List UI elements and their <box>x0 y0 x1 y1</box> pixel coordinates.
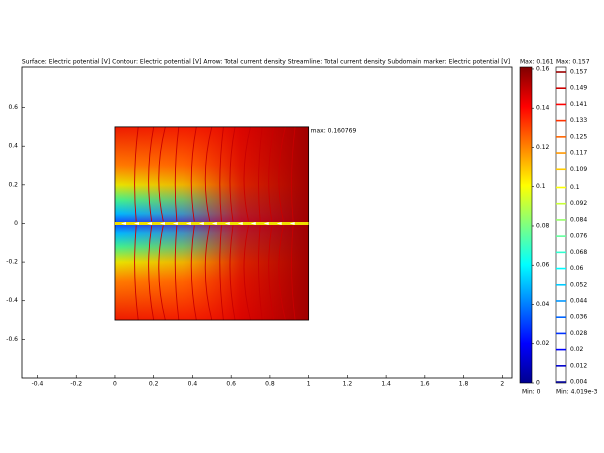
x-tick-label: 0.6 <box>226 381 236 388</box>
contour-level-label: 0.036 <box>570 314 587 321</box>
colorbar-tick-label: 0.14 <box>536 105 550 112</box>
y-tick-label: 0.6 <box>8 104 18 111</box>
contour-line <box>174 126 180 321</box>
contour-line <box>204 126 213 321</box>
arrow <box>224 221 230 225</box>
contour-bar-max: Max: 0.157 <box>556 59 590 66</box>
contour-bar-min: Min: 4.019e-3 <box>556 389 598 396</box>
arrow <box>133 221 139 225</box>
y-tick-label: -0.2 <box>6 259 18 266</box>
chart-title: Surface: Electric potential [V] Contour:… <box>22 59 510 66</box>
x-tick-label: 1.4 <box>381 381 391 388</box>
annotation: max: 0.160769 <box>311 127 357 134</box>
contour-level-label: 0.157 <box>570 69 587 76</box>
colorbar-tick-label: 0.12 <box>536 144 550 151</box>
contour-level-label: 0.084 <box>570 216 587 223</box>
arrow <box>159 221 165 225</box>
arrow <box>263 221 269 225</box>
contour-level-label: 0.141 <box>570 101 587 108</box>
colorbar <box>519 66 533 384</box>
colorbar-tick-label: 0.08 <box>536 222 550 229</box>
contour-line <box>190 126 197 321</box>
colorbar-tick-label: 0.06 <box>536 262 550 269</box>
y-tick-label: 0.2 <box>8 181 18 188</box>
x-tick-label: 0 <box>113 381 117 388</box>
contour-line <box>229 126 236 321</box>
contour-line <box>243 126 251 321</box>
contour-level-label: 0.109 <box>570 166 587 173</box>
contour-level-label: 0.012 <box>570 362 587 369</box>
colorbar-min: Min: 0 <box>522 389 541 396</box>
y-tick-label: -0.4 <box>6 297 18 304</box>
contour-line <box>291 126 296 321</box>
y-tick-label: 0.4 <box>8 143 18 150</box>
plot-frame <box>21 66 513 379</box>
colorbar-tick-label: 0 <box>536 380 540 387</box>
colorbar-max: Max: 0.161 <box>520 59 554 66</box>
arrow <box>146 221 152 225</box>
arrow <box>289 221 295 225</box>
contour-level-label: 0.125 <box>570 133 587 140</box>
contour-level-label: 0.076 <box>570 233 587 240</box>
colorbar-tick-label: 0.16 <box>536 65 550 72</box>
contour-level-label: 0.117 <box>570 150 587 157</box>
contour-line <box>148 126 155 321</box>
x-tick-label: -0.4 <box>32 381 44 388</box>
contour-level-label: 0.1 <box>570 184 580 191</box>
x-tick-label: 0.8 <box>265 381 275 388</box>
x-tick-label: 1.2 <box>343 381 353 388</box>
contour-level-label: 0.068 <box>570 249 587 256</box>
x-tick-label: 1.8 <box>459 381 469 388</box>
x-tick-label: 0.4 <box>188 381 198 388</box>
arrow <box>185 221 191 225</box>
contour-level-label: 0.149 <box>570 85 587 92</box>
arrow <box>211 221 217 225</box>
contour-line <box>278 126 286 321</box>
contour-level-label: 0.092 <box>570 200 587 207</box>
contour-level-label: 0.06 <box>570 265 584 272</box>
arrow <box>198 221 204 225</box>
colorbar-tick-label: 0.04 <box>536 301 550 308</box>
colorbar-tick-label: 0.02 <box>536 340 550 347</box>
x-tick-label: -0.2 <box>70 381 82 388</box>
contour-line <box>219 126 224 321</box>
contour-level-label: 0.004 <box>570 379 587 386</box>
x-tick-label: 2 <box>500 381 504 388</box>
contour-level-label: 0.133 <box>570 117 587 124</box>
contour-line <box>158 126 166 321</box>
contour-level-label: 0.044 <box>570 297 587 304</box>
x-tick-label: 1.6 <box>420 381 430 388</box>
contour-line <box>258 126 263 321</box>
x-tick-label: 1 <box>307 381 311 388</box>
arrow <box>250 221 256 225</box>
arrow <box>276 221 282 225</box>
arrow <box>172 221 178 225</box>
contour-line <box>268 126 275 321</box>
y-tick-label: 0 <box>14 220 18 227</box>
contour-level-label: 0.052 <box>570 281 587 288</box>
contour-bar <box>555 66 567 384</box>
colorbar-tick-label: 0.1 <box>536 183 546 190</box>
contour-level-label: 0.028 <box>570 330 587 337</box>
arrow <box>120 221 126 225</box>
contour-line <box>134 126 139 321</box>
x-tick-label: 0.2 <box>149 381 159 388</box>
contour-level-label: 0.02 <box>570 346 584 353</box>
arrow <box>237 221 243 225</box>
y-tick-label: -0.6 <box>6 336 18 343</box>
